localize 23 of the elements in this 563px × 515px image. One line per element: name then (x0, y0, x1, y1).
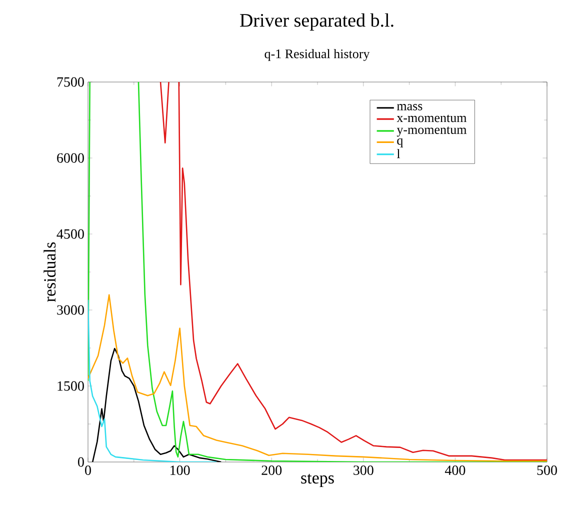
legend-label: mass (396, 104, 422, 110)
legend-label: l (396, 149, 400, 158)
y-tick-label: 6000 (57, 153, 84, 163)
y-tick-label: 7500 (57, 77, 84, 87)
x-tick-label: 300 (354, 466, 374, 475)
y-axis-title: residuals (44, 242, 56, 302)
x-axis-title: steps (301, 474, 334, 488)
chart-subtitle: q-1 Residual history (264, 49, 370, 61)
line-series (92, 348, 222, 462)
chart-title: Driver separated b.l. (240, 13, 394, 31)
x-tick-label: 0 (85, 466, 91, 475)
x-tick-label: 100 (170, 466, 190, 475)
y-tick-label: 0 (78, 457, 84, 467)
legend-label: x-momentum (396, 114, 467, 122)
legend-label: y-momentum (396, 126, 467, 137)
legend-label: q (397, 138, 403, 148)
x-tick-label: 500 (537, 466, 557, 475)
x-tick-label: 200 (262, 466, 282, 475)
x-tick-label: 400 (444, 466, 466, 475)
y-tick-label: 1500 (58, 381, 84, 391)
line-series (88, 294, 547, 462)
y-tick-label: 4500 (56, 229, 84, 239)
y-tick-label: 3000 (57, 305, 84, 315)
